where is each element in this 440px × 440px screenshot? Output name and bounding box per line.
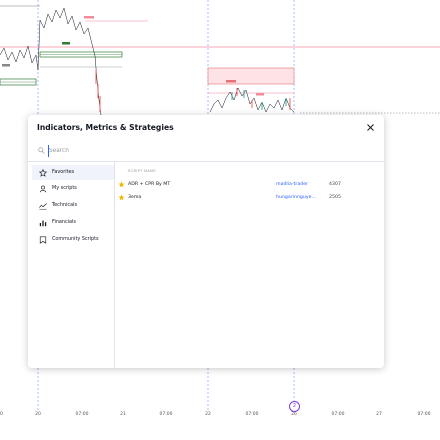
- star-outline-icon: [39, 169, 47, 177]
- close-button[interactable]: [365, 122, 376, 133]
- script-row[interactable]: ADR + CPR By MT madlia-trader 4307: [115, 179, 384, 191]
- time-axis-label: 27: [376, 412, 382, 417]
- time-axis-label: 20: [0, 412, 3, 417]
- time-axis-label: 07:00: [245, 412, 259, 417]
- time-axis-label: 21: [120, 412, 126, 417]
- time-axis-label: 07:00: [331, 412, 345, 417]
- script-author-link[interactable]: madlia-trader: [276, 182, 309, 187]
- user-icon: [39, 185, 47, 193]
- search-input[interactable]: [48, 145, 369, 157]
- event-badge[interactable]: 2: [289, 401, 300, 412]
- sidebar-item-label: Community Scripts: [52, 236, 99, 242]
- star-filled-icon[interactable]: [118, 194, 125, 201]
- star-filled-icon[interactable]: [118, 181, 125, 188]
- time-axis-label: 07:00: [417, 412, 431, 417]
- script-name: 3ema: [128, 195, 142, 200]
- script-author-link[interactable]: hungarinnguye…: [276, 195, 317, 200]
- sidebar-item-community-scripts[interactable]: Community Scripts: [32, 232, 114, 247]
- sidebar-item-technicals[interactable]: Technicals: [32, 198, 114, 213]
- search-icon: [38, 147, 45, 154]
- time-axis-label: 07:00: [159, 412, 173, 417]
- sidebar-item-label: My scripts: [52, 185, 77, 191]
- script-row[interactable]: 3ema hungarinnguye… 2505: [115, 192, 384, 204]
- time-axis-label: 20: [35, 412, 41, 417]
- script-boost-count: 4307: [329, 182, 341, 187]
- script-boost-count: 2505: [329, 195, 341, 200]
- technicals-icon: [39, 203, 47, 210]
- time-axis-label: 26: [291, 412, 297, 417]
- sidebar-item-label: Technicals: [52, 202, 78, 208]
- bookmark-icon: [39, 236, 47, 244]
- close-icon: [367, 124, 374, 131]
- bar-chart-icon: [39, 220, 47, 227]
- sidebar-item-label: Favorites: [52, 169, 75, 175]
- indicators-dialog: Indicators, Metrics & Strategies Favorit…: [28, 115, 384, 368]
- category-sidebar: Favorites My scripts Technicals Financia…: [28, 162, 115, 368]
- script-name: ADR + CPR By MT: [128, 182, 171, 187]
- column-header-script-name: SCRIPT NAME: [128, 168, 156, 173]
- time-axis-label: 07:00: [75, 412, 89, 417]
- search-bar: [28, 141, 384, 162]
- sidebar-item-my-scripts[interactable]: My scripts: [32, 181, 114, 196]
- sidebar-item-financials[interactable]: Financials: [32, 215, 114, 230]
- dialog-title: Indicators, Metrics & Strategies: [37, 123, 174, 132]
- time-axis-label: 22: [205, 412, 211, 417]
- sidebar-item-label: Financials: [52, 219, 76, 225]
- sidebar-item-favorites[interactable]: Favorites: [32, 165, 114, 180]
